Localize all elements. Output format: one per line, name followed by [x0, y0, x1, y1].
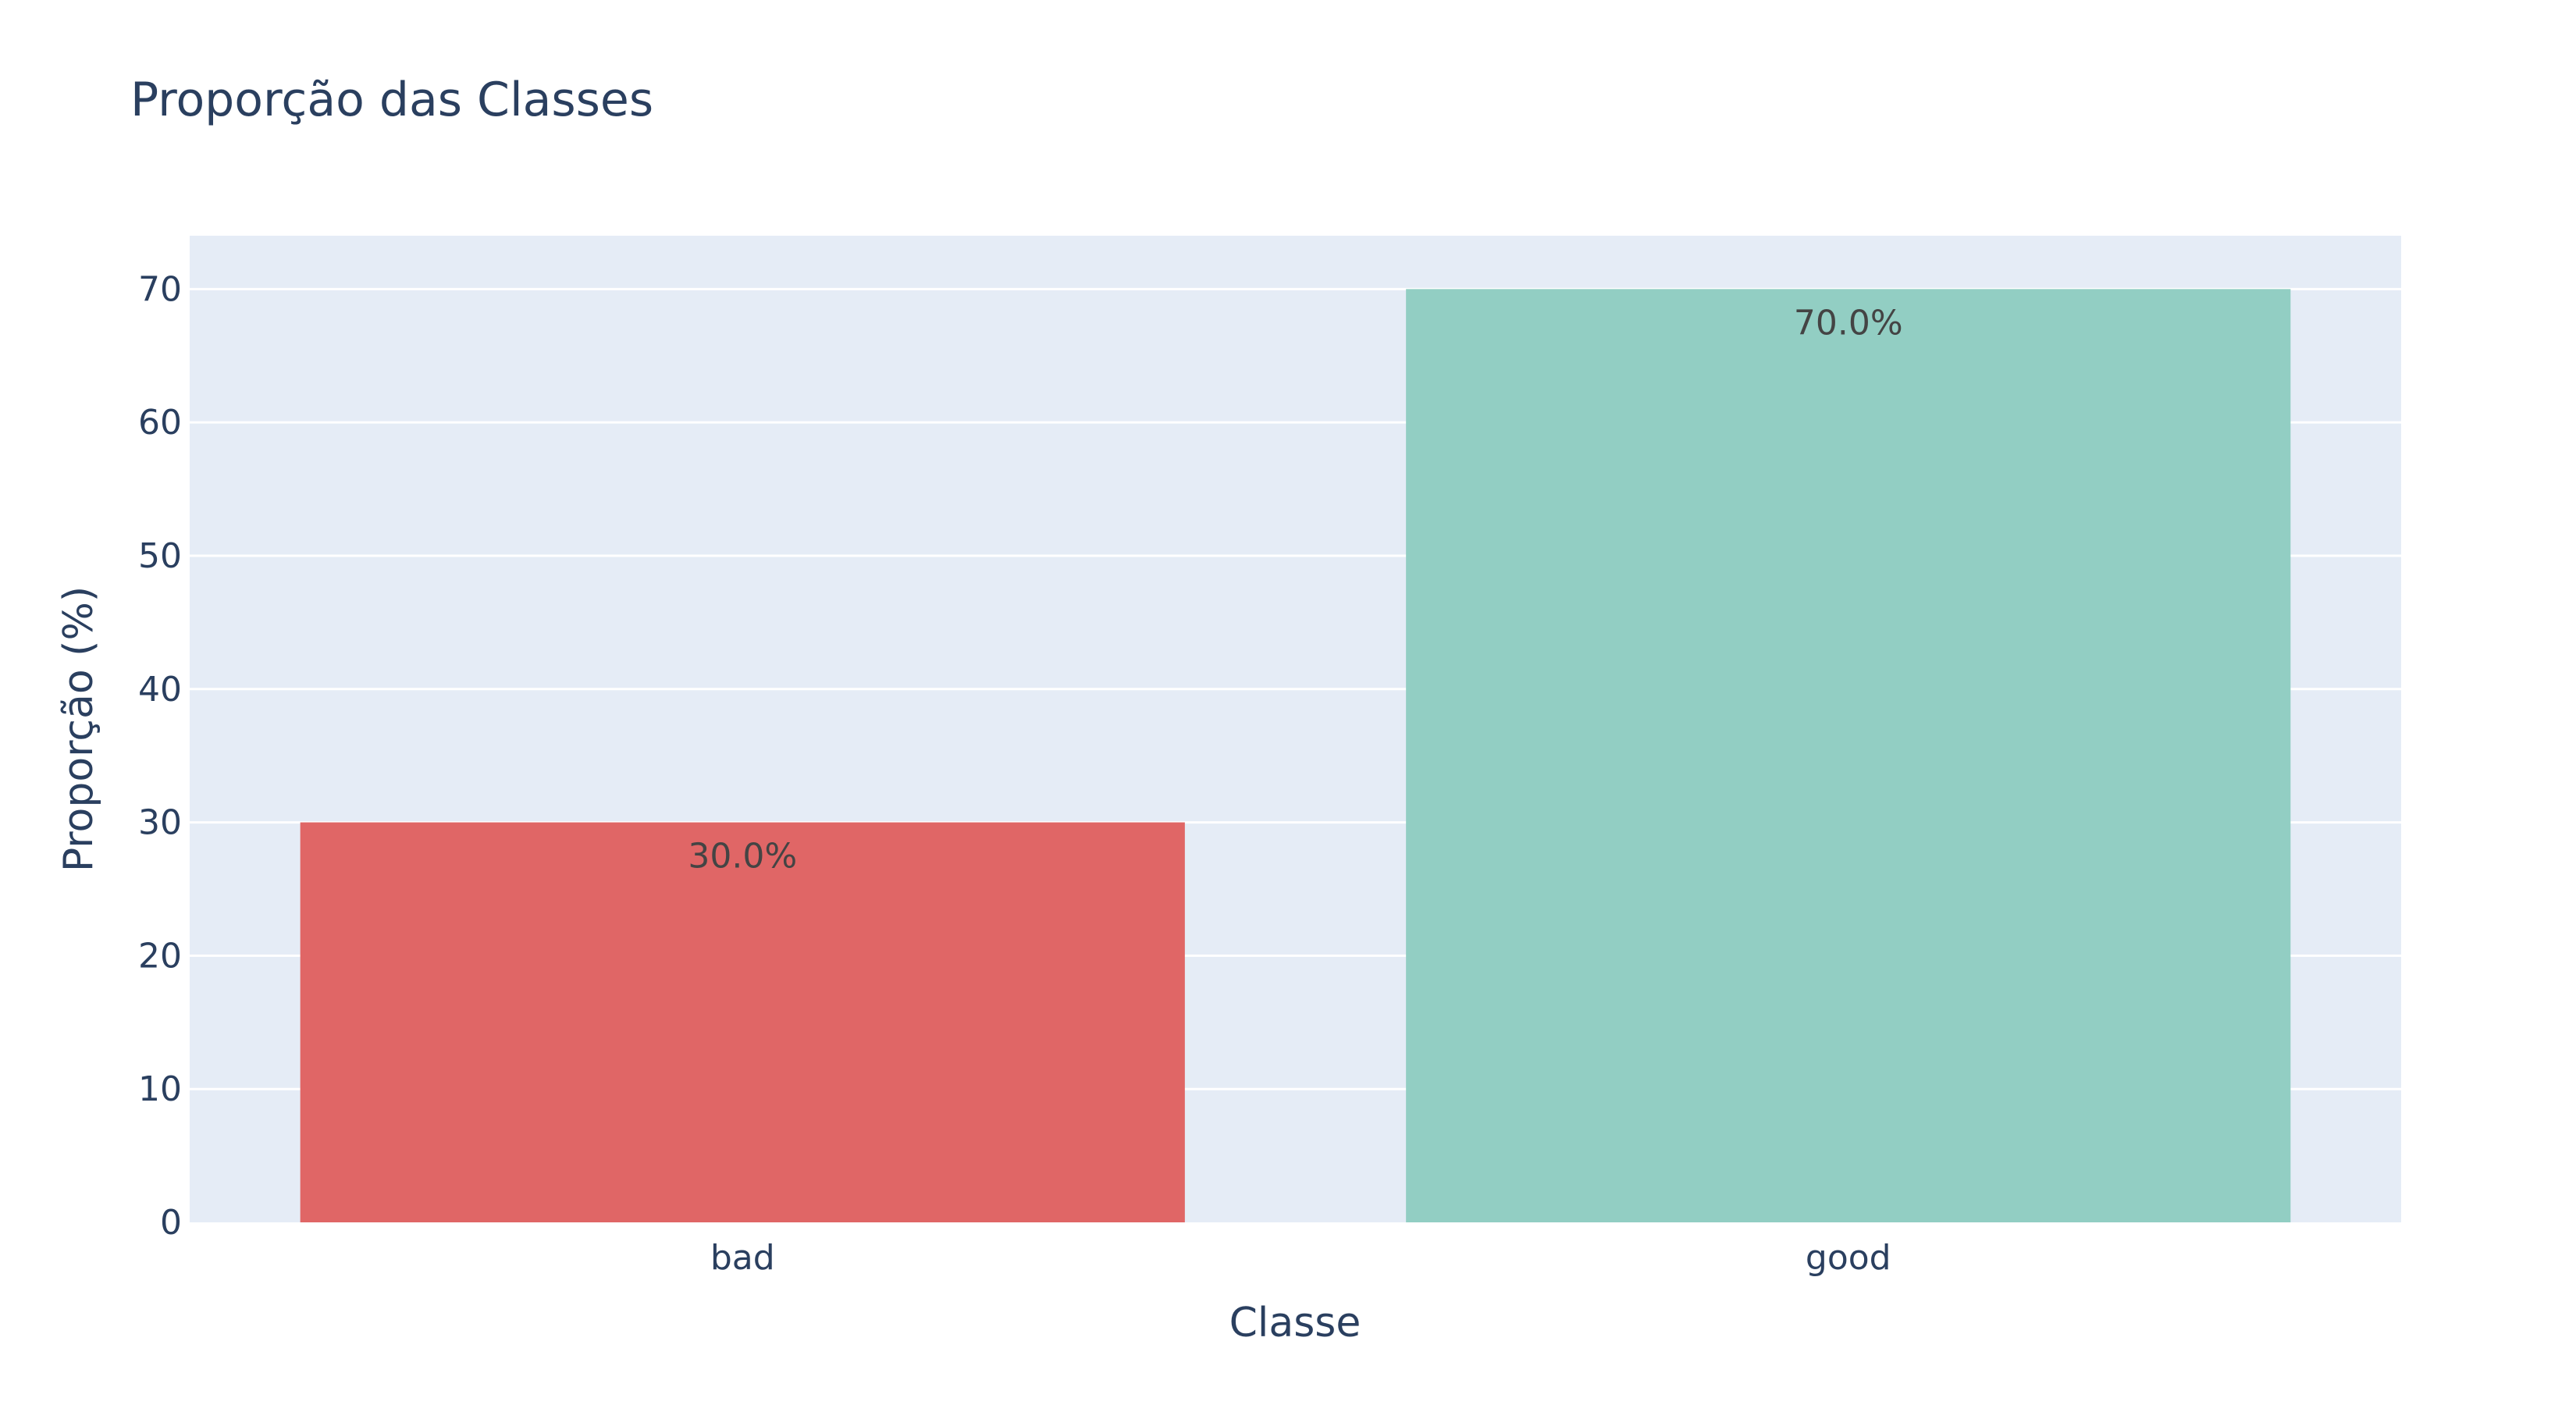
- chart-title: Proporção das Classes: [130, 73, 653, 127]
- y-tick-label: 10: [138, 1069, 182, 1109]
- y-tick-label: 0: [160, 1203, 182, 1243]
- bars: [300, 289, 2291, 1222]
- y-axis-ticks: 0 10 20 30 40 50 60 70: [138, 269, 182, 1243]
- bar-good[interactable]: [1406, 289, 2291, 1222]
- bar-bad[interactable]: [300, 822, 1185, 1222]
- x-axis-title: Classe: [1229, 1300, 1361, 1346]
- bar-labels: 30.0% 70.0%: [688, 303, 1902, 876]
- x-axis-ticks: bad good: [710, 1238, 1891, 1278]
- bar-value-label-good: 70.0%: [1794, 303, 1903, 343]
- x-tick-label-bad: bad: [710, 1238, 775, 1278]
- bar-value-label-bad: 30.0%: [688, 837, 797, 877]
- y-tick-label: 60: [138, 403, 182, 443]
- x-tick-label-good: good: [1806, 1238, 1891, 1278]
- y-tick-label: 70: [138, 269, 182, 309]
- y-axis-title: Proporção (%): [55, 586, 102, 872]
- y-tick-label: 50: [138, 536, 182, 576]
- y-tick-label: 30: [138, 803, 182, 843]
- y-tick-label: 40: [138, 670, 182, 710]
- y-tick-label: 20: [138, 936, 182, 976]
